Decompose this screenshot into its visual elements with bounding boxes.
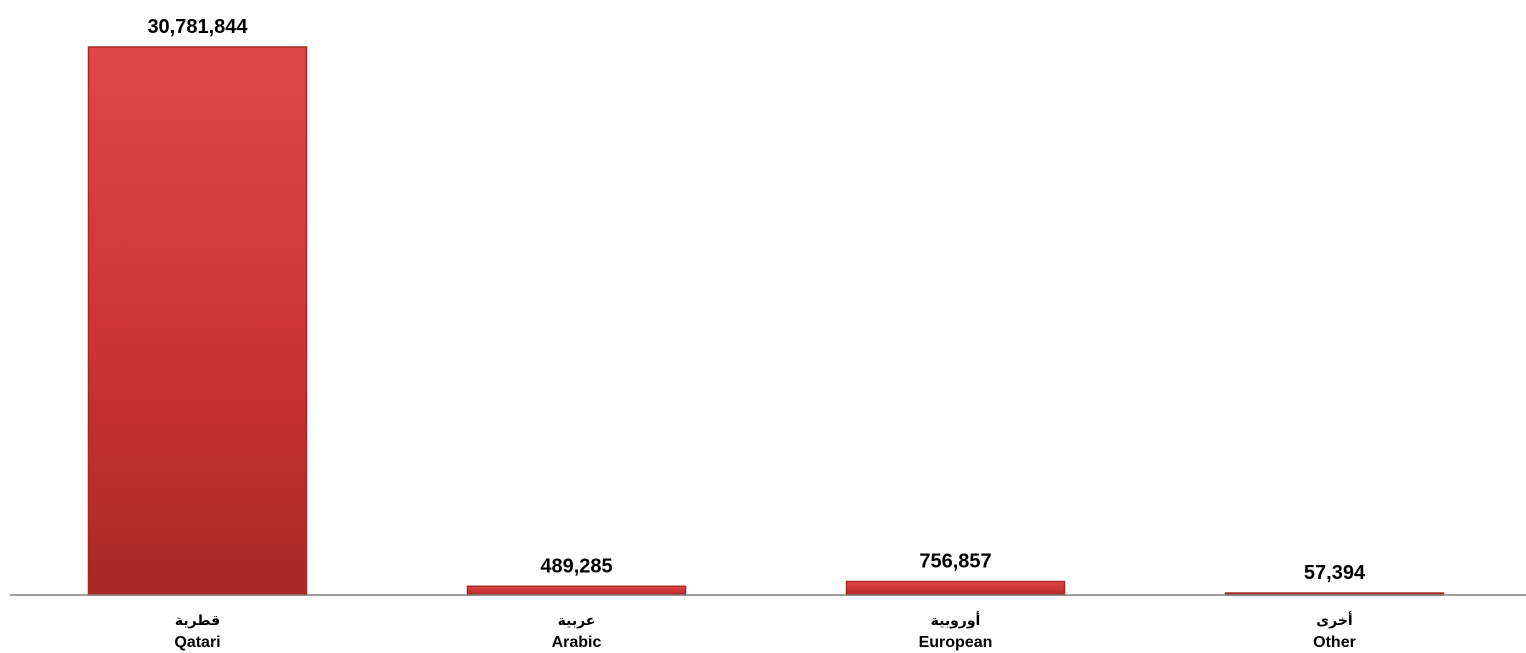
data-label-european: 756,857 — [919, 551, 991, 573]
tick-label-ar-other: أخرى — [1316, 611, 1352, 629]
tick-label-ar-european: أوروبية — [931, 611, 981, 629]
bar-qatari — [87, 46, 308, 596]
bar-european — [845, 580, 1066, 596]
tick-label-en-other: Other — [1313, 634, 1356, 651]
bars-layer — [87, 46, 1445, 596]
bar-arabic — [466, 585, 687, 596]
data-label-other: 57,394 — [1304, 562, 1366, 584]
tick-label-en-qatari: Qatari — [174, 634, 220, 651]
tick-label-en-european: European — [919, 634, 993, 651]
tick-label-ar-qatari: قطرية — [175, 613, 220, 629]
tick-label-en-arabic: Arabic — [552, 634, 602, 651]
tick-label-ar-arabic: عربية — [558, 613, 596, 629]
labels-layer: 30,781,844 قطرية Qatari 489,285 عربية Arabic 7… — [147, 16, 1366, 651]
data-label-arabic: 489,285 — [540, 555, 612, 577]
data-label-qatari: 30,781,844 — [147, 16, 248, 38]
